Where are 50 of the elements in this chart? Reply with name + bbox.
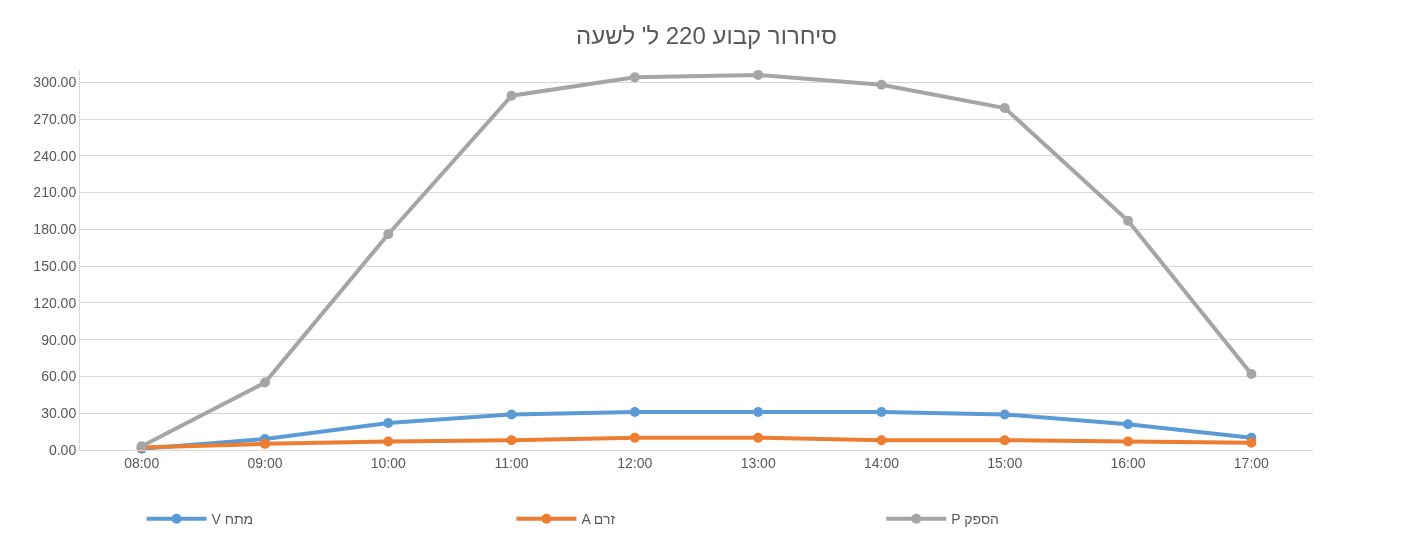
point xyxy=(383,418,394,429)
point xyxy=(1123,215,1134,226)
point xyxy=(259,377,270,388)
point xyxy=(259,438,270,449)
legend-label: V מתח xyxy=(211,511,254,528)
point xyxy=(629,407,640,417)
x-tick-label: 17:00 xyxy=(1233,454,1270,471)
x-tick-label: 09:00 xyxy=(247,454,283,471)
point xyxy=(1246,437,1257,448)
point xyxy=(383,229,394,240)
y-tick-label: 210.00 xyxy=(33,184,77,201)
x-tick-label: 16:00 xyxy=(1110,454,1146,471)
point xyxy=(876,435,887,446)
x-tick-label: 14:00 xyxy=(863,454,900,471)
x-tick-label: 10:00 xyxy=(370,454,406,471)
point xyxy=(753,407,764,417)
point xyxy=(999,409,1010,420)
point xyxy=(876,79,887,90)
point xyxy=(1123,436,1134,447)
point xyxy=(999,435,1010,446)
y-tick-label: 60.00 xyxy=(41,368,77,385)
x-tick-label: 12:00 xyxy=(617,454,653,471)
point xyxy=(629,432,640,443)
point xyxy=(506,90,517,101)
point xyxy=(753,69,764,80)
y-tick-label: 90.00 xyxy=(41,331,77,348)
chart-title: סיחרור קבוע 220 ל' לשעה xyxy=(575,22,838,50)
point xyxy=(876,407,887,417)
y-tick-label: 120.00 xyxy=(33,294,77,311)
y-tick-label: 30.00 xyxy=(41,405,77,422)
legend-label: A זרם xyxy=(581,511,616,528)
point xyxy=(506,409,517,420)
y-tick-label: 300.00 xyxy=(33,74,77,91)
point xyxy=(629,72,640,83)
point xyxy=(506,435,517,446)
y-tick-label: 150.00 xyxy=(33,258,77,275)
x-tick-label: 11:00 xyxy=(494,454,529,471)
y-tick-label: 270.00 xyxy=(33,110,77,127)
y-tick-label: 0.00 xyxy=(48,441,77,458)
point xyxy=(753,432,764,443)
point xyxy=(383,436,394,447)
x-tick-label: 13:00 xyxy=(740,454,776,471)
y-tick-label: 180.00 xyxy=(33,221,77,238)
x-tick-label: 08:00 xyxy=(124,454,160,471)
legend-label: P הספק xyxy=(951,511,999,528)
point xyxy=(999,103,1010,113)
y-tick-label: 240.00 xyxy=(33,147,77,164)
point xyxy=(1123,419,1134,430)
point xyxy=(1246,369,1257,379)
x-tick-label: 15:00 xyxy=(987,454,1023,471)
